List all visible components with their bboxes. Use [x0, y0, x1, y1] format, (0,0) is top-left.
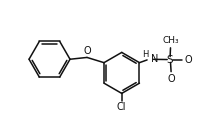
Text: N: N	[151, 54, 158, 64]
Text: O: O	[83, 47, 91, 56]
Text: O: O	[167, 74, 175, 84]
Text: Cl: Cl	[117, 102, 127, 112]
Text: CH₃: CH₃	[162, 36, 179, 46]
Text: O: O	[184, 55, 192, 65]
Text: S: S	[167, 55, 173, 65]
Text: H: H	[142, 50, 149, 59]
